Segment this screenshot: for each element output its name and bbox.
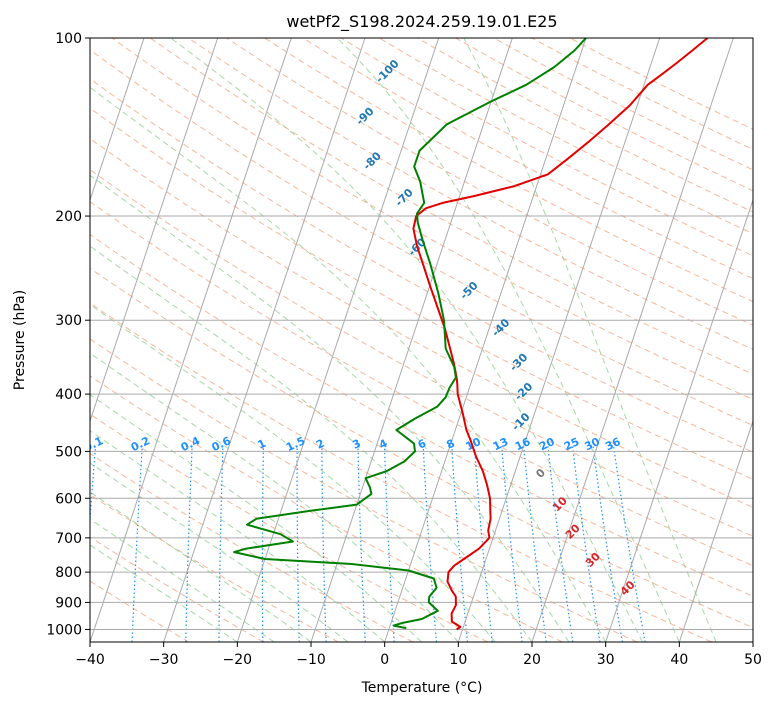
mixing-ratio-label: 16: [513, 435, 533, 453]
mixing-ratio-label: 13: [491, 435, 510, 453]
mixing-ratio-line: [523, 446, 547, 642]
isotherm-line: [384, 38, 587, 642]
y-tick-label: 700: [55, 531, 82, 547]
y-tick-label: 400: [55, 387, 82, 403]
x-tick-label: 20: [523, 652, 541, 668]
isotherm-line: [310, 38, 513, 642]
dry-adiabat-line: [90, 49, 753, 427]
plot-frame: [89, 37, 754, 643]
dry-adiabat-line: [90, 233, 753, 597]
mixing-ratio-line: [613, 446, 646, 642]
isotherm-line: [236, 38, 440, 642]
y-tick-label: 100: [55, 31, 82, 47]
moist-adiabat-line: [90, 462, 349, 642]
chart-title: wetPf2_S198.2024.259.19.01.E25: [286, 12, 557, 32]
plot-area: 0.1 0.2 0.4 0.6 1 1.5 2 3 4 6 8 10 13 16 20 25 30 36-100-…: [90, 38, 753, 642]
x-tick-label: 50: [744, 652, 762, 668]
dry-adiabat-line: [188, 38, 753, 351]
y-tick-label: 1000: [46, 622, 82, 638]
dry-adiabat-line: [90, 78, 753, 453]
moist-adiabat-line: [170, 38, 643, 642]
mixing-ratio-label: 10: [464, 435, 484, 453]
x-tick-label: −30: [149, 652, 179, 668]
mixing-ratio-label: 36: [603, 435, 623, 453]
dry-adiabat-line: [90, 302, 712, 642]
isotherm-line: [163, 38, 366, 642]
moist-adiabat-line: [90, 245, 533, 642]
mixing-ratio-line: [572, 446, 601, 642]
mixing-ratio-line: [547, 446, 574, 642]
x-tick-label: −40: [75, 652, 105, 668]
x-tick-label: −20: [223, 652, 253, 668]
isotherm-grid: [90, 38, 753, 642]
dry-adiabat-line: [90, 267, 753, 629]
y-axis-label: Pressure (hPa): [12, 290, 28, 390]
pressure-grid: [90, 38, 753, 630]
dry-adiabat-line: [90, 375, 563, 642]
moist-adiabat-line: [90, 394, 422, 642]
mixing-ratio-line: [501, 446, 523, 642]
y-tick-label: 500: [55, 444, 82, 460]
profile-series: [233, 38, 709, 631]
x-tick-label: −10: [296, 652, 326, 668]
dry-adiabat-line: [90, 338, 638, 642]
moist-adiabat-line: [90, 174, 570, 642]
y-tick-label: 600: [55, 491, 82, 507]
isotherm-line: [90, 38, 145, 202]
isotherm-line: [90, 38, 219, 423]
y-tick-label: 800: [55, 565, 82, 581]
dry-adiabat-line: [90, 580, 190, 642]
mixing-ratio-line: [473, 446, 493, 642]
dry-adiabat-line: [90, 169, 753, 537]
mixing-ratio-label: 25: [562, 435, 581, 453]
moist-adiabat-line: [90, 303, 496, 642]
dry-adiabat-line: [226, 38, 753, 326]
x-tick-label: 40: [670, 652, 688, 668]
isotherm-line: [531, 38, 734, 642]
x-axis-label: Temperature (°C): [361, 680, 483, 696]
dewpoint-line: [233, 38, 587, 630]
y-tick-label: 300: [55, 313, 82, 329]
moist-adiabat-line: [463, 38, 717, 642]
moist-adiabat-line: [90, 86, 607, 642]
x-tick-label: 10: [449, 652, 467, 668]
isotherm-line: [90, 38, 292, 642]
x-tick-label: 0: [380, 652, 389, 668]
x-axis-ticks: −40 −30 −20 −10 0 10 20 30 40 50: [75, 642, 762, 668]
mixing-ratio-label: 30: [583, 435, 603, 453]
isotherm-line: [678, 419, 753, 642]
dry-adiabats: [90, 38, 753, 642]
isotherm-line: [605, 198, 753, 642]
isotherm-line: [457, 38, 661, 642]
mixing-ratio-label: 20: [537, 435, 557, 453]
y-tick-label: 900: [55, 595, 82, 611]
temperature-line: [412, 38, 709, 631]
y-tick-label: 200: [55, 209, 82, 225]
dry-adiabat-line: [90, 413, 488, 642]
mixing-ratio-line: [592, 446, 623, 642]
moist-adiabat-line: [90, 491, 312, 642]
dry-adiabat-line: [90, 536, 264, 642]
y-axis-ticks: 100 200 300 400 500 600 700 800 900 1000: [46, 31, 90, 638]
x-tick-label: 30: [597, 652, 615, 668]
mixing-ratio-lines: [90, 446, 646, 642]
